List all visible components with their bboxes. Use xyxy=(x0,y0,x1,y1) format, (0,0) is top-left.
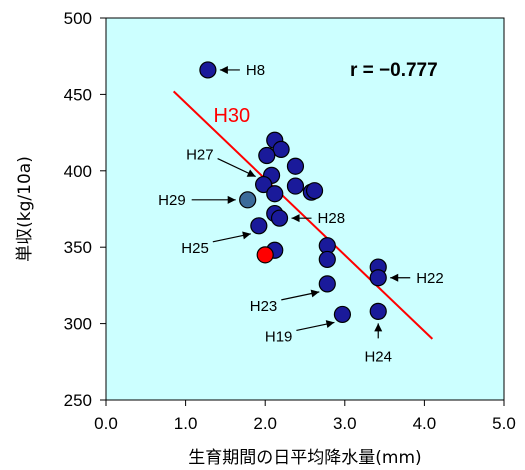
trendline xyxy=(172,90,434,340)
data-points xyxy=(199,61,387,324)
data-point xyxy=(255,175,273,194)
data-point xyxy=(270,209,289,227)
x-axis-title: 生育期間の日平均降水量(mm) xyxy=(188,448,421,468)
annotation-label: H19 xyxy=(265,328,293,345)
data-point xyxy=(318,275,336,293)
correlation-label: r = −0.777 xyxy=(350,60,438,81)
annotation-label: H8 xyxy=(246,62,265,79)
y-tick-label: 450 xyxy=(64,85,92,104)
annotation-arrowhead xyxy=(291,214,300,223)
data-point xyxy=(258,146,276,165)
x-tick-label: 3.0 xyxy=(333,414,357,433)
y-tick-label: 350 xyxy=(64,238,92,257)
annotation-arrowhead xyxy=(242,231,251,240)
annotation-arrowhead xyxy=(374,323,383,332)
annotation-label: H28 xyxy=(318,210,346,227)
data-point xyxy=(369,302,387,320)
data-point xyxy=(369,269,387,287)
annotation-label: H24 xyxy=(364,348,392,365)
annotation-arrowhead xyxy=(219,65,228,74)
annotation-arrowhead xyxy=(246,169,256,177)
y-tick-label: 300 xyxy=(64,315,92,334)
annotation-arrowhead xyxy=(227,195,236,204)
data-point xyxy=(256,246,274,264)
annotation-label: H27 xyxy=(186,147,214,164)
x-tick-label: 0.0 xyxy=(94,414,118,433)
annotation-label: H29 xyxy=(158,192,186,209)
data-point xyxy=(272,140,290,159)
y-tick-label: 500 xyxy=(64,9,92,28)
data-point xyxy=(333,305,352,324)
x-tick-label: 4.0 xyxy=(413,414,437,433)
data-point xyxy=(239,191,257,209)
y-axis-ticks: 250 300 350 400 450 500 xyxy=(64,9,106,410)
annotation-label: H23 xyxy=(250,298,278,315)
annotation-arrowhead xyxy=(390,273,399,282)
data-point xyxy=(250,217,268,235)
point-annotations: H8 H27 H29 H25 H28 H23 H19 H22 H24 xyxy=(158,62,444,365)
annotation-label: H25 xyxy=(181,240,209,257)
trendline-label: H30 xyxy=(213,105,250,127)
x-tick-label: 2.0 xyxy=(253,414,277,433)
x-axis-ticks: 0.0 1.0 2.0 3.0 4.0 5.0 xyxy=(94,400,516,433)
data-point xyxy=(266,185,284,203)
annotation-arrowhead xyxy=(325,320,335,328)
annotation-arrowhead xyxy=(310,289,320,298)
data-point xyxy=(305,182,324,200)
data-point xyxy=(286,157,305,175)
data-point xyxy=(286,177,305,195)
plot-area xyxy=(105,17,505,401)
data-point xyxy=(199,61,217,79)
y-axis-title: 単収(kg/10a) xyxy=(15,156,35,262)
y-tick-label: 400 xyxy=(64,162,92,181)
y-tick-label: 250 xyxy=(64,391,92,410)
x-tick-label: 5.0 xyxy=(492,414,516,433)
x-tick-label: 1.0 xyxy=(174,414,198,433)
annotation-label: H22 xyxy=(416,270,444,287)
data-point xyxy=(318,250,336,269)
